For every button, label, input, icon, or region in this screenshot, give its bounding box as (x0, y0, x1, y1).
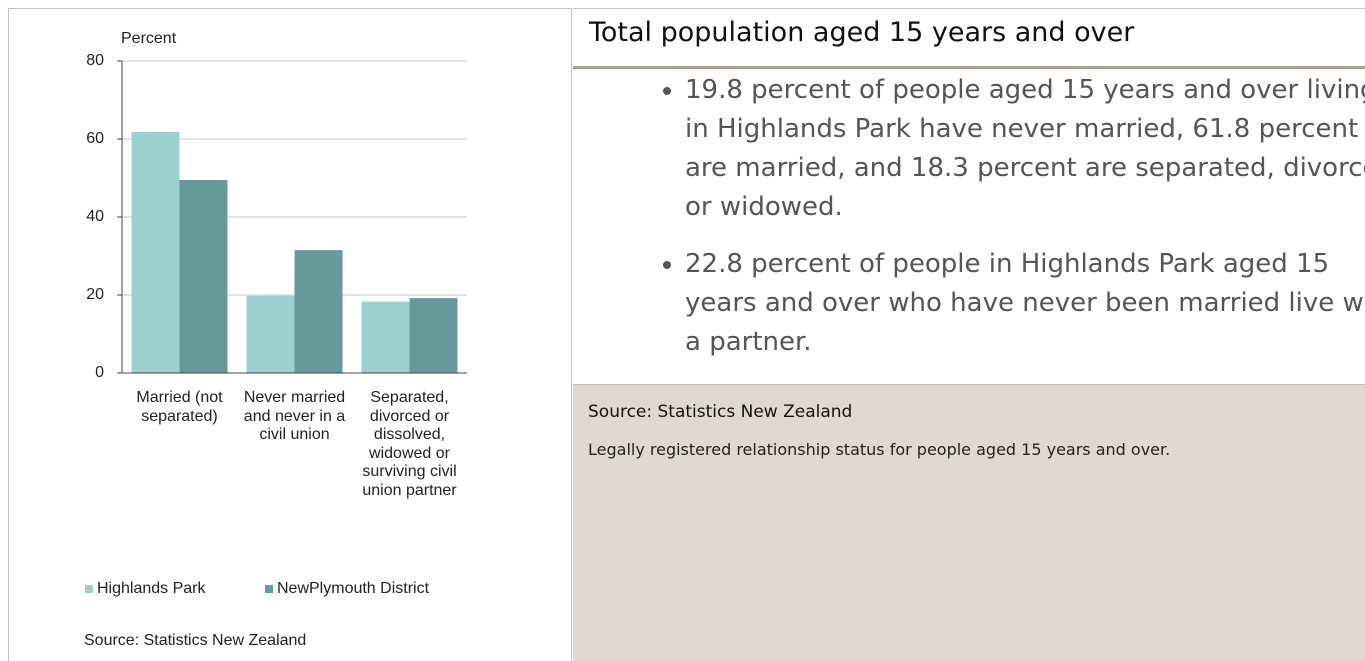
text-panel: Total population aged 15 years and over … (573, 8, 1365, 661)
legend-swatch (265, 585, 273, 593)
bar (246, 295, 295, 373)
bar (294, 250, 343, 373)
y-tick-label: 60 (86, 130, 104, 147)
bar (409, 298, 458, 373)
y-tick-label: 80 (86, 52, 104, 69)
legend-swatch (85, 585, 93, 593)
chart: Percent Source: Statistics New Zealand 0… (84, 30, 467, 649)
bullet: 19.8 percent of people aged 15 years and… (685, 71, 1365, 227)
footer-note: Legally registered relationship status f… (588, 440, 1171, 459)
bullet-list: 19.8 percent of people aged 15 years and… (643, 71, 1365, 380)
footer: Source: Statistics New Zealand Legally r… (573, 384, 1365, 661)
bar (131, 131, 180, 373)
chart-source: Source: Statistics New Zealand (84, 632, 306, 649)
x-tick-label: Never married and never in a civil union (243, 389, 346, 443)
y-axis-label: Percent (121, 30, 177, 47)
y-tick-label: 0 (95, 364, 104, 381)
panel-title: Total population aged 15 years and over (589, 17, 1135, 48)
legend-label: Highlands Park (97, 580, 207, 597)
legend-label: NewPlymouth District (277, 580, 430, 597)
footer-source: Source: Statistics New Zealand (588, 402, 853, 422)
y-tick-label: 20 (86, 286, 104, 303)
bullet: 22.8 percent of people in Highlands Park… (685, 245, 1365, 362)
bar (361, 301, 410, 373)
x-tick-label: Married (not separated) (136, 389, 223, 425)
bar (179, 179, 228, 373)
chart-panel: Percent Source: Statistics New Zealand 0… (8, 8, 572, 661)
x-tick-label: Separated, divorced or dissolved, widowe… (362, 389, 457, 499)
title-rule (573, 66, 1365, 69)
y-tick-label: 40 (86, 208, 104, 225)
